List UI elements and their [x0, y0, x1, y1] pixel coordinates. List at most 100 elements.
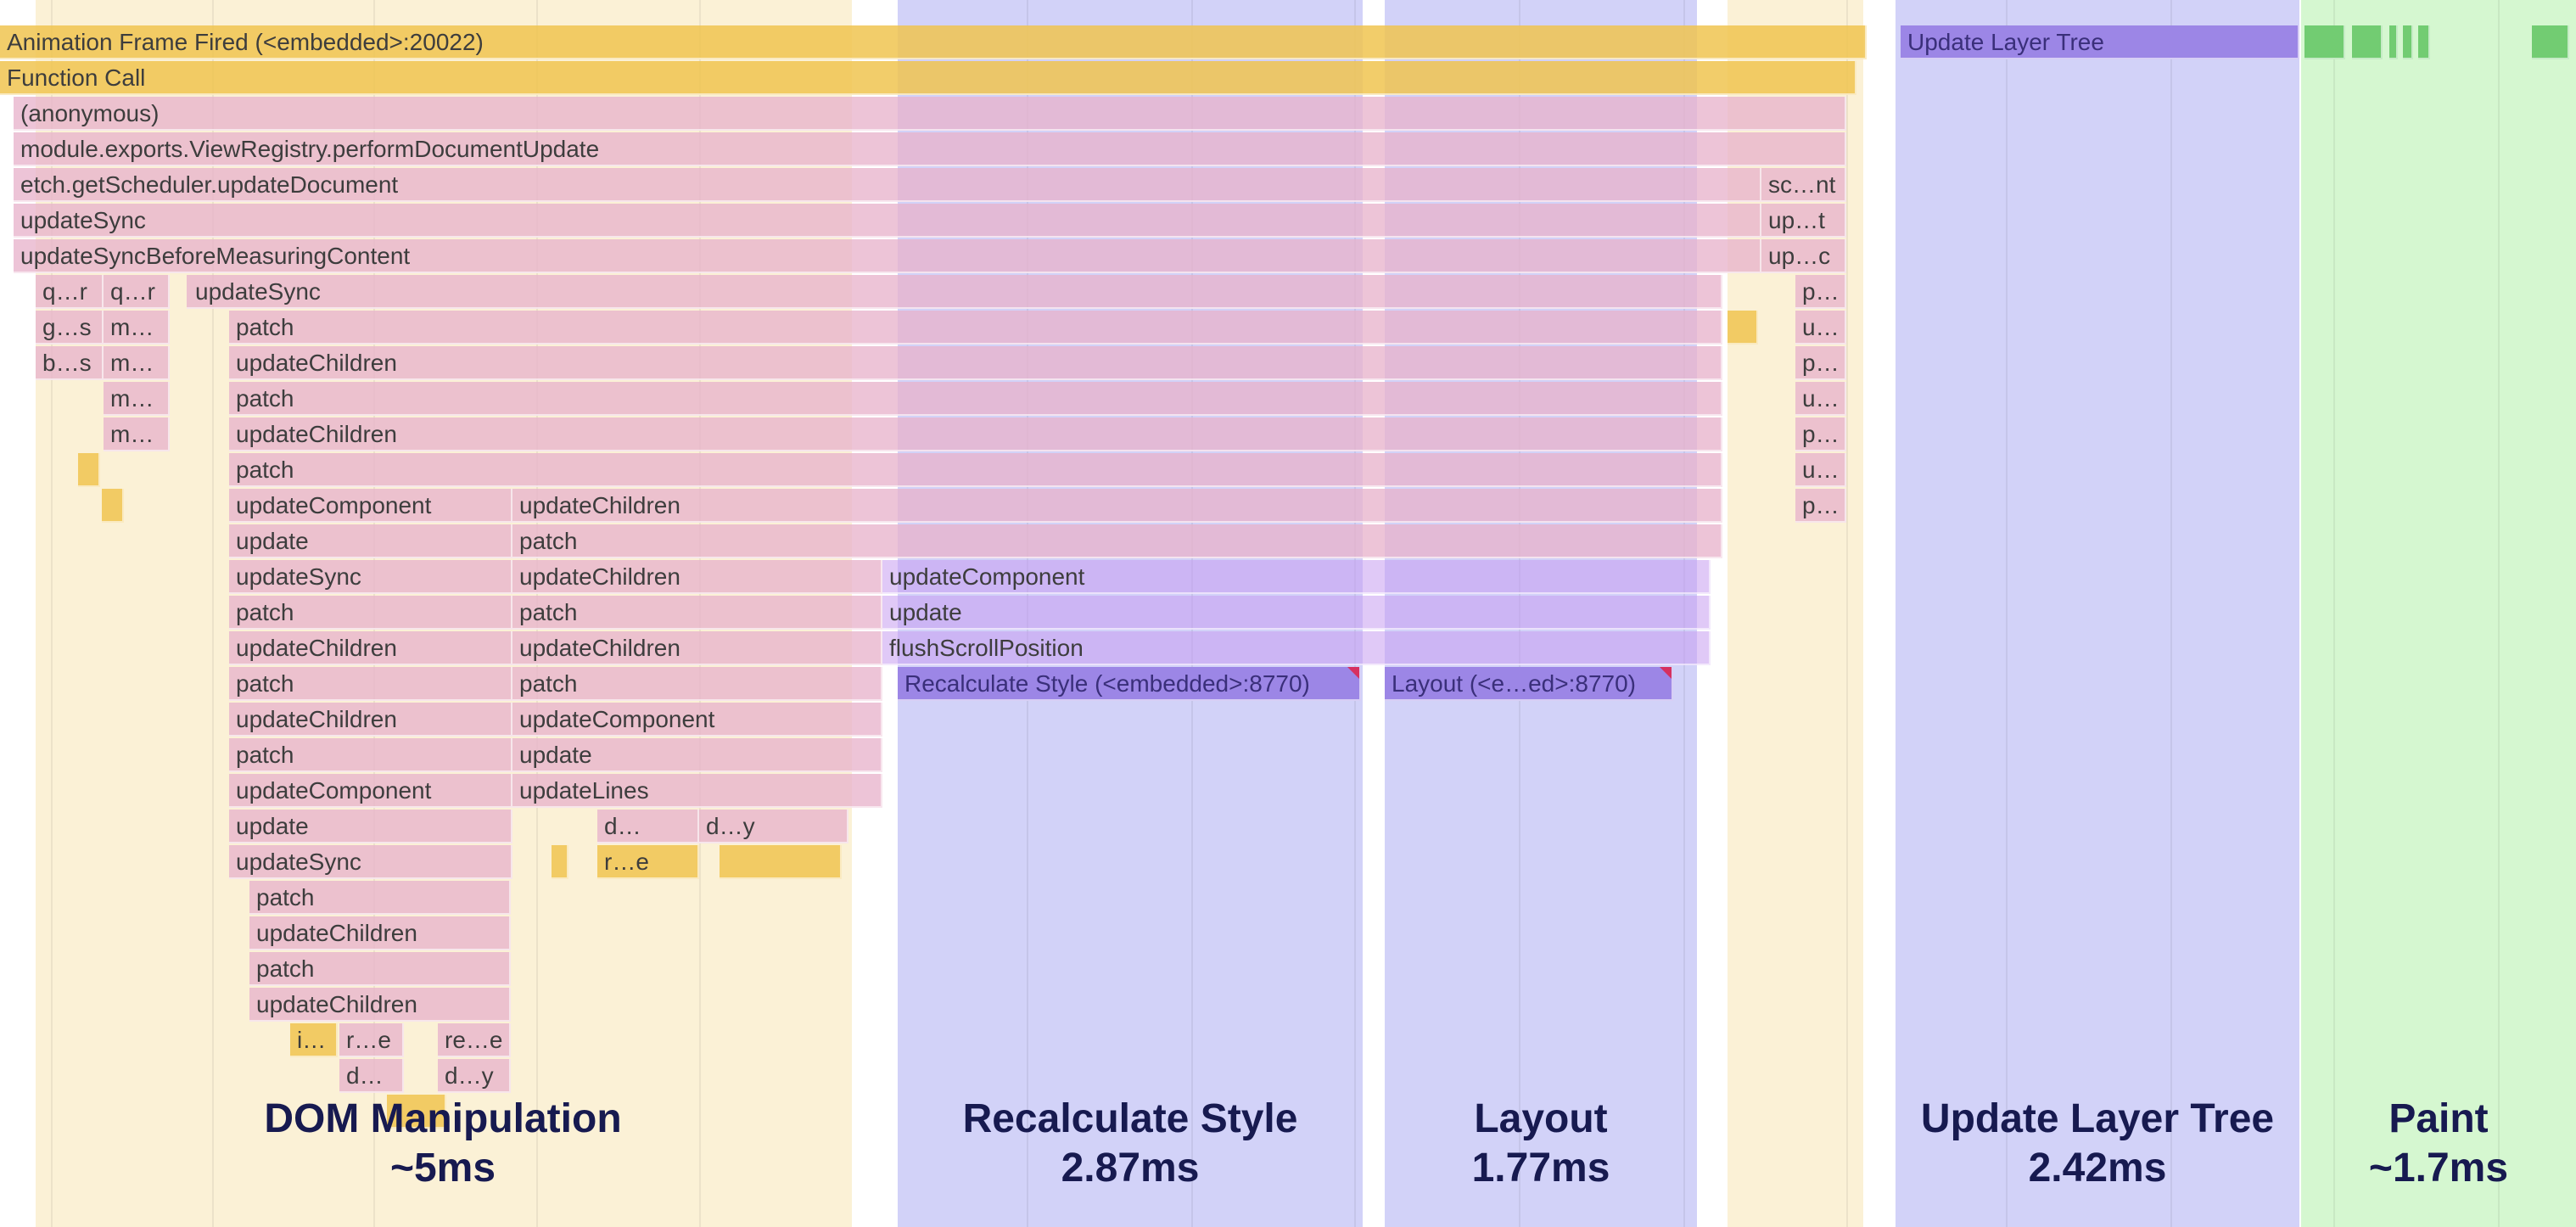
- grid-line: [212, 0, 214, 1227]
- script-bar[interactable]: [1728, 311, 1758, 345]
- qr-bar[interactable]: q…r: [36, 275, 104, 309]
- bs-bar[interactable]: b…s: [36, 346, 104, 380]
- up-c-bar[interactable]: up…c: [1761, 239, 1846, 273]
- phase-time: ~1.7ms: [2368, 1146, 2509, 1191]
- paint-bar[interactable]: [2304, 25, 2345, 59]
- grid-line: [51, 0, 53, 1227]
- paint-bar[interactable]: [2532, 25, 2569, 59]
- patch-bar[interactable]: patch: [249, 952, 511, 986]
- flush-scroll-position-bar[interactable]: flushScrollPosition: [882, 631, 1711, 665]
- update-component-bar[interactable]: updateComponent: [512, 703, 882, 737]
- update-sync-before-measuring-bar[interactable]: updateSyncBeforeMeasuringContent: [14, 239, 1761, 273]
- update-layer-tree-phase: [1896, 0, 2299, 1227]
- patch-bar[interactable]: patch: [229, 738, 512, 772]
- update-children-bar[interactable]: updateChildren: [229, 631, 512, 665]
- phase-title: Recalculate Style: [962, 1096, 1298, 1141]
- patch-bar[interactable]: patch: [229, 382, 1722, 416]
- p-bar[interactable]: p…: [1795, 346, 1846, 380]
- update-children-bar[interactable]: updateChildren: [512, 489, 1722, 523]
- up-t-bar[interactable]: up…t: [1761, 204, 1846, 238]
- update-bar[interactable]: update: [229, 524, 512, 558]
- function-call-bar[interactable]: Function Call: [0, 61, 1856, 95]
- qr-bar[interactable]: q…r: [104, 275, 170, 309]
- update-sync-bar[interactable]: updateSync: [14, 204, 1761, 238]
- update-bar[interactable]: update: [512, 738, 882, 772]
- phase-title: Layout: [1474, 1096, 1608, 1141]
- paint-bar[interactable]: [2352, 25, 2383, 59]
- grid-line: [2498, 0, 2500, 1227]
- sc-nt-bar[interactable]: sc…nt: [1761, 168, 1846, 202]
- anonymous-bar[interactable]: (anonymous): [14, 97, 1846, 131]
- gs-bar[interactable]: g…s: [36, 311, 104, 345]
- phase-title: DOM Manipulation: [264, 1096, 622, 1141]
- update-children-bar[interactable]: updateChildren: [249, 988, 511, 1022]
- update-document-bar[interactable]: etch.getScheduler.updateDocument: [14, 168, 1761, 202]
- update-children-bar[interactable]: updateChildren: [512, 560, 882, 594]
- grid-line: [2006, 0, 2008, 1227]
- m-bar[interactable]: m…: [104, 382, 170, 416]
- animation-frame-fired-bar[interactable]: Animation Frame Fired (<embedded>:20022): [0, 25, 1867, 59]
- update-bar[interactable]: update: [882, 596, 1711, 630]
- re-bar[interactable]: r…e: [597, 845, 699, 879]
- dy-bar[interactable]: d…y: [699, 810, 848, 843]
- layout-bar[interactable]: Layout (<e…ed>:8770): [1385, 667, 1673, 701]
- update-sync-bar[interactable]: updateSync: [229, 560, 512, 594]
- update-children-bar[interactable]: updateChildren: [229, 417, 1722, 451]
- patch-bar[interactable]: patch: [512, 524, 1722, 558]
- dy-bar[interactable]: d…y: [438, 1059, 511, 1093]
- perform-document-update-bar[interactable]: module.exports.ViewRegistry.performDocum…: [14, 132, 1846, 166]
- update-component-bar[interactable]: updateComponent: [882, 560, 1711, 594]
- re2-bar[interactable]: re…e: [438, 1023, 511, 1057]
- script-bar[interactable]: [387, 1095, 446, 1129]
- update-layer-tree-bar[interactable]: Update Layer Tree: [1901, 25, 2299, 59]
- grid-line: [2170, 0, 2172, 1227]
- m-bar[interactable]: m…: [104, 417, 170, 451]
- m-bar[interactable]: m…: [104, 346, 170, 380]
- update-sync-bar[interactable]: updateSync: [229, 845, 512, 879]
- d-bar[interactable]: d…: [339, 1059, 404, 1093]
- patch-bar[interactable]: patch: [229, 311, 1722, 345]
- script-bar[interactable]: [78, 453, 100, 487]
- p-bar[interactable]: p…: [1795, 489, 1846, 523]
- patch-bar[interactable]: patch: [249, 881, 511, 915]
- paint-label: Paint ~1.7ms: [2301, 1095, 2576, 1193]
- script-bar[interactable]: [720, 845, 842, 879]
- update-sync-bar[interactable]: updateSync: [187, 275, 1722, 309]
- update-component-bar[interactable]: updateComponent: [229, 489, 512, 523]
- u-bar[interactable]: u…: [1795, 453, 1846, 487]
- patch-bar[interactable]: patch: [512, 667, 882, 701]
- patch-bar[interactable]: patch: [229, 667, 512, 701]
- phase-title: Paint: [2388, 1096, 2489, 1141]
- script-bar[interactable]: [102, 489, 124, 523]
- update-bar[interactable]: update: [229, 810, 512, 843]
- u-bar[interactable]: u…: [1795, 311, 1846, 345]
- update-children-bar[interactable]: updateChildren: [229, 346, 1722, 380]
- i-bar[interactable]: i…: [290, 1023, 338, 1057]
- script-bar[interactable]: [552, 845, 568, 879]
- update-layer-tree-label: Update Layer Tree 2.42ms: [1896, 1095, 2299, 1193]
- paint-bar[interactable]: [2403, 25, 2413, 59]
- update-children-bar[interactable]: updateChildren: [229, 703, 512, 737]
- u-bar[interactable]: u…: [1795, 382, 1846, 416]
- update-lines-bar[interactable]: updateLines: [512, 774, 882, 808]
- recalculate-style-bar[interactable]: Recalculate Style (<embedded>:8770): [898, 667, 1361, 701]
- phase-title: Update Layer Tree: [1920, 1096, 2275, 1141]
- paint-bar[interactable]: [2389, 25, 2398, 59]
- update-component-bar[interactable]: updateComponent: [229, 774, 512, 808]
- re-bar[interactable]: r…e: [339, 1023, 404, 1057]
- d-bar[interactable]: d…: [597, 810, 699, 843]
- layout-label: Layout 1.77ms: [1385, 1095, 1697, 1193]
- phase-time: 2.42ms: [2028, 1146, 2167, 1191]
- patch-bar[interactable]: patch: [229, 596, 512, 630]
- patch-bar[interactable]: patch: [229, 453, 1722, 487]
- patch-bar[interactable]: patch: [512, 596, 882, 630]
- phase-time: ~5ms: [389, 1146, 496, 1191]
- m-bar[interactable]: m…: [104, 311, 170, 345]
- p-bar[interactable]: p…: [1795, 275, 1846, 309]
- dom-manipulation-label: DOM Manipulation ~5ms: [222, 1095, 664, 1193]
- paint-bar[interactable]: [2418, 25, 2430, 59]
- update-children-bar[interactable]: updateChildren: [249, 916, 511, 950]
- update-children-bar[interactable]: updateChildren: [512, 631, 882, 665]
- p-bar[interactable]: p…: [1795, 417, 1846, 451]
